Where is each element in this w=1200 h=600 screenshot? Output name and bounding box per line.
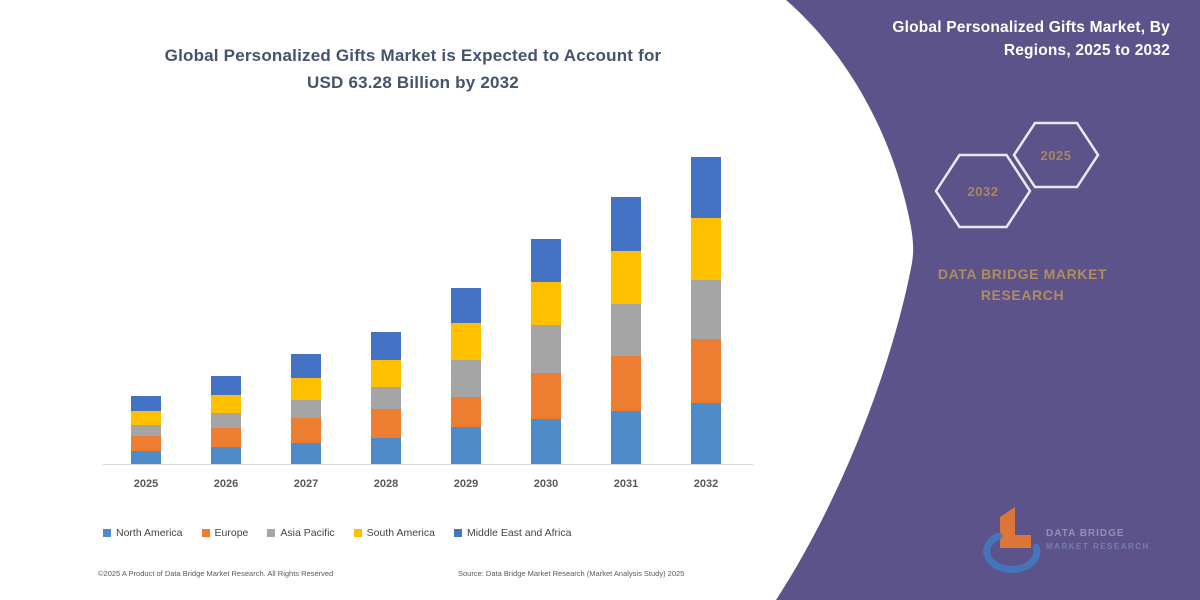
copyright-text: ©2025 A Product of Data Bridge Market Re…: [98, 569, 334, 578]
bar-segment-2029-middle-east-and-africa: [451, 288, 481, 324]
x-axis-label-2025: 2025: [133, 478, 159, 490]
bar-segment-2026-asia-pacific: [211, 413, 241, 428]
chart-legend: North America Europe Asia Pacific South Ame…: [103, 527, 703, 539]
chart-title-line1: Global Personalized Gifts Market is Expe…: [164, 46, 662, 65]
bar-segment-2029-europe: [451, 397, 481, 428]
bar-segment-2032-europe: [691, 338, 721, 403]
bar-segment-2030-south-america: [531, 282, 561, 326]
bar-2030: [531, 238, 561, 464]
bar-segment-2029-north-america: [451, 427, 481, 464]
brand-text: DATA BRIDGE MARKET RESEARCH: [900, 264, 1145, 306]
x-axis-label-2029: 2029: [453, 478, 479, 490]
legend-marker-icon: [103, 529, 111, 537]
bar-segment-2031-europe: [611, 356, 641, 412]
bar-segment-2031-north-america: [611, 411, 641, 464]
bar-segment-2027-north-america: [291, 442, 321, 464]
source-text: Source: Data Bridge Market Research (Mar…: [458, 569, 685, 578]
x-axis-labels: 2025 2026 2027 2028 2029 2030 2031 2032: [103, 478, 753, 494]
sidebar-title-line1: Global Personalized Gifts Market, By: [892, 19, 1170, 36]
bar-segment-2029-south-america: [451, 323, 481, 361]
bar-segment-2032-asia-pacific: [691, 280, 721, 339]
logo-wordmark-line2: MARKET RESEARCH: [1046, 542, 1150, 551]
bar-segment-2026-north-america: [211, 447, 241, 464]
bar-2025: [131, 396, 161, 464]
bar-segment-2029-asia-pacific: [451, 360, 481, 398]
bar-segment-2028-north-america: [371, 438, 401, 464]
bar-segment-2025-north-america: [131, 450, 161, 464]
legend-marker-icon: [353, 529, 362, 537]
bar-segment-2032-north-america: [691, 402, 721, 464]
sidebar-title: Global Personalized Gifts Market, By Reg…: [830, 16, 1170, 62]
x-axis-label-2030: 2030: [533, 478, 559, 490]
legend-label: Asia Pacific: [280, 527, 335, 539]
hexagon-2032-label: 2032: [967, 184, 999, 199]
legend-marker-icon: [453, 529, 462, 537]
bar-segment-2027-middle-east-and-africa: [291, 353, 321, 378]
bar-segment-2030-north-america: [531, 419, 561, 464]
bar-segment-2027-asia-pacific: [291, 400, 321, 419]
bar-segment-2030-asia-pacific: [531, 325, 561, 373]
x-axis-label-2027: 2027: [293, 478, 319, 490]
legend-item-asia-pacific: Asia Pacific: [267, 527, 335, 539]
bar-segment-2032-south-america: [691, 218, 721, 281]
bar-2032: [691, 157, 721, 464]
bar-segment-2027-europe: [291, 418, 321, 443]
legend-marker-icon: [267, 529, 276, 537]
chart-title-line2: USD 63.28 Billion by 2032: [307, 73, 519, 92]
bar-segment-2032-middle-east-and-africa: [691, 157, 721, 219]
bar-segment-2026-middle-east-and-africa: [211, 376, 241, 396]
legend-label: North America: [116, 527, 183, 539]
x-axis-label-2026: 2026: [213, 478, 239, 490]
legend-item-north-america: North America: [103, 527, 183, 539]
chart-title: Global Personalized Gifts Market is Expe…: [103, 42, 723, 96]
hexagon-2025-label: 2025: [1040, 148, 1072, 163]
legend-item-south-america: South America: [353, 527, 435, 539]
bar-segment-2028-south-america: [371, 360, 401, 387]
x-axis-label-2028: 2028: [373, 478, 399, 490]
brand-text-line2: RESEARCH: [980, 287, 1065, 303]
bar-segment-2025-middle-east-and-africa: [131, 396, 161, 411]
legend-label: Middle East and Africa: [466, 527, 572, 539]
bar-segment-2031-middle-east-and-africa: [611, 197, 641, 251]
bar-segment-2027-south-america: [291, 377, 321, 401]
bar-2031: [611, 197, 641, 464]
bar-segment-2030-europe: [531, 372, 561, 420]
logo-swirl-shape: [983, 532, 1041, 573]
stacked-bar-chart: [103, 140, 753, 465]
logo-flame-shape: [1000, 507, 1031, 548]
x-axis-label-2032: 2032: [693, 478, 719, 490]
bar-segment-2031-south-america: [611, 250, 641, 305]
bar-segment-2025-europe: [131, 435, 161, 451]
bar-segment-2028-middle-east-and-africa: [371, 332, 401, 361]
dbmr-logo-wordmark: DATA BRIDGE MARKET RESEARCH: [1046, 527, 1196, 553]
bar-2028: [371, 332, 401, 464]
bar-segment-2030-middle-east-and-africa: [531, 238, 561, 283]
bar-segment-2028-europe: [371, 409, 401, 439]
legend-item-middle-east-and-africa: Middle East and Africa: [453, 527, 572, 539]
bar-2027: [291, 353, 321, 464]
bar-segment-2026-south-america: [211, 395, 241, 414]
legend-item-europe: Europe: [201, 527, 249, 539]
bar-segment-2025-south-america: [131, 410, 161, 425]
logo-wordmark-line1: DATA BRIDGE: [1046, 528, 1125, 539]
dbmr-logo-icon: [983, 507, 1041, 573]
sidebar-title-line2: Regions, 2025 to 2032: [1003, 42, 1170, 59]
bar-segment-2025-asia-pacific: [131, 424, 161, 436]
bar-2029: [451, 288, 481, 464]
legend-label: South America: [366, 527, 435, 539]
x-axis-label-2031: 2031: [613, 478, 639, 490]
bar-segment-2026-europe: [211, 427, 241, 447]
legend-label: Europe: [214, 527, 249, 539]
legend-marker-icon: [201, 529, 210, 537]
bar-segment-2028-asia-pacific: [371, 386, 401, 410]
brand-text-line1: DATA BRIDGE MARKET: [937, 266, 1108, 282]
bar-segment-2031-asia-pacific: [611, 304, 641, 357]
bar-2026: [211, 376, 241, 464]
